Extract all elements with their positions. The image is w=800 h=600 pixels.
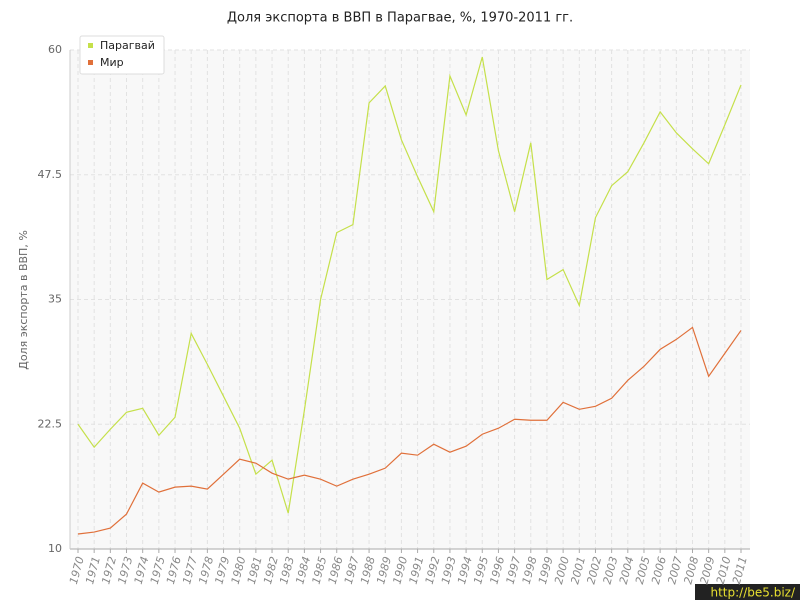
legend-swatch xyxy=(88,60,93,65)
y-tick-label: 22.5 xyxy=(38,417,63,430)
y-axis-label: Доля экспорта в ВВП, % xyxy=(17,230,30,370)
legend-box xyxy=(79,35,165,75)
legend-swatch xyxy=(88,43,93,48)
watermark: http://be5.biz/ xyxy=(710,586,795,600)
legend-label: Парагвай xyxy=(100,39,155,52)
chart-title: Доля экспорта в ВВП в Парагвае, %, 1970-… xyxy=(227,11,573,26)
series-line xyxy=(77,56,742,514)
series-line xyxy=(77,326,742,535)
y-tick-label: 60 xyxy=(48,43,62,56)
y-tick-label: 35 xyxy=(48,293,62,306)
watermark-bg xyxy=(695,584,800,600)
y-tick-label: 10 xyxy=(48,542,62,555)
y-tick-label: 47.5 xyxy=(38,168,63,181)
legend-label: Мир xyxy=(100,56,124,69)
